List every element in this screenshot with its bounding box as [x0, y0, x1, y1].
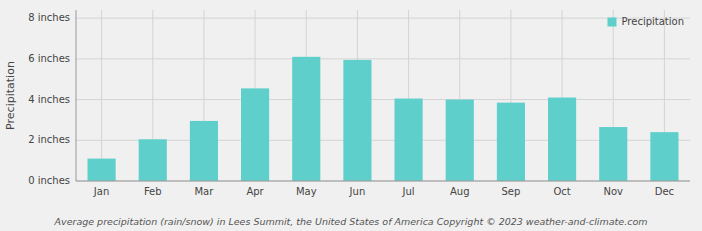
y-grid-line — [76, 181, 690, 182]
x-tick-label: Mar — [194, 186, 214, 197]
background — [0, 0, 702, 231]
x-tick-label: Jul — [402, 186, 415, 197]
bars — [88, 57, 679, 181]
bar — [139, 139, 167, 181]
bar — [292, 57, 320, 181]
bar — [395, 99, 423, 181]
bar — [343, 60, 371, 181]
y-tick-label: 2 inches — [28, 134, 70, 145]
y-axis-line — [76, 10, 77, 181]
bar — [548, 98, 576, 181]
bar — [190, 121, 218, 181]
bar — [446, 100, 474, 181]
bar — [241, 88, 269, 181]
x-tick-label: Apr — [246, 186, 264, 197]
legend-label: Precipitation — [621, 16, 684, 27]
legend-swatch — [607, 18, 616, 27]
y-tick-label: 0 inches — [28, 175, 70, 186]
axes: 0 inches 2 inches 4 inches 6 inches 8 inches… — [28, 10, 690, 197]
x-tick-label: May — [296, 186, 317, 197]
y-grid-line — [76, 58, 690, 59]
x-tick-label: Jun — [349, 186, 366, 197]
footer-text: Average precipitation (rain/snow) in Lee… — [54, 216, 648, 227]
x-tick-label: Feb — [144, 186, 162, 197]
bar — [497, 103, 525, 181]
chart: 0 inches 2 inches 4 inches 6 inches 8 inches… — [0, 0, 702, 231]
bar — [650, 132, 678, 181]
x-tick-label: Jan — [93, 186, 109, 197]
y-grid-line — [76, 140, 690, 141]
legend: Precipitation — [607, 16, 684, 27]
x-tick-label: Oct — [553, 186, 570, 197]
y-grid-line — [76, 18, 690, 19]
y-axis-label: Precipitation — [4, 61, 17, 130]
x-tick-label: Sep — [501, 186, 520, 197]
x-tick-label: Aug — [450, 186, 470, 197]
x-axis-line — [76, 181, 690, 182]
x-tick-label: Dec — [655, 186, 674, 197]
x-grid-line — [101, 10, 102, 181]
x-tick-label: Nov — [603, 186, 623, 197]
bar — [88, 159, 116, 181]
y-tick-label: 8 inches — [28, 12, 70, 23]
bar — [599, 127, 627, 181]
y-tick-label: 4 inches — [28, 94, 70, 105]
grid — [76, 10, 690, 181]
y-grid-line — [76, 99, 690, 100]
y-tick-label: 6 inches — [28, 53, 70, 64]
